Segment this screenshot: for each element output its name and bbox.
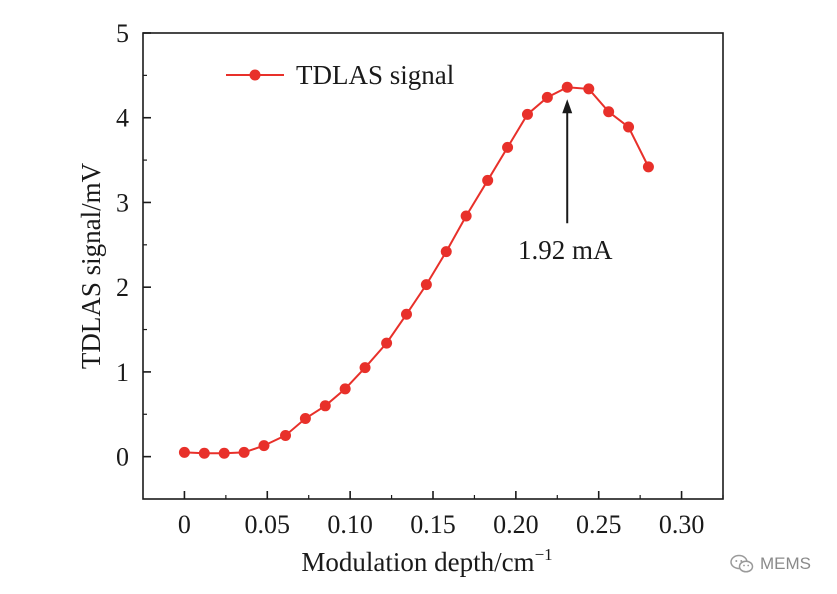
data-point [642, 161, 654, 173]
data-point [218, 447, 230, 459]
data-point [400, 308, 412, 320]
x-axis: 0 0.05 0.10 0.15 0.20 0.25 0.30 [178, 491, 724, 539]
y-tick-label: 1 [116, 358, 129, 387]
y-axis: 0 1 2 3 4 5 [116, 19, 151, 472]
data-point [502, 141, 514, 153]
series-line [184, 86, 650, 455]
data-point [319, 400, 331, 412]
watermark: MEMS [730, 554, 811, 574]
x-axis-title-main: Modulation depth/cm [301, 547, 534, 577]
x-tick-label: 0.20 [493, 510, 539, 539]
y-tick-label: 2 [116, 273, 129, 302]
x-axis-title-superscript: −1 [535, 545, 553, 564]
y-tick-label: 5 [116, 19, 129, 48]
y-tick-label: 3 [116, 188, 129, 217]
y-axis-title: TDLAS signal/mV [76, 162, 106, 369]
data-point [482, 174, 494, 186]
annotation: 1.92 mA [518, 99, 613, 265]
data-point [299, 413, 311, 425]
legend: TDLAS signal [226, 60, 454, 90]
data-point [603, 106, 615, 118]
data-point [381, 337, 393, 349]
data-point [359, 362, 371, 374]
y-tick-label: 4 [116, 104, 129, 133]
wechat-icon [730, 554, 754, 573]
legend-label: TDLAS signal [296, 60, 454, 90]
data-point [280, 429, 292, 441]
data-point [198, 447, 210, 459]
x-tick-label: 0.30 [659, 510, 705, 539]
data-point [541, 91, 553, 103]
data-point [178, 446, 190, 458]
series-layer [178, 81, 654, 459]
x-tick-label: 0.15 [410, 510, 456, 539]
watermark-text: MEMS [760, 554, 811, 573]
data-point [339, 383, 351, 395]
plot-frame [142, 32, 724, 500]
x-tick-label: 0 [178, 510, 191, 539]
y-tick-label: 0 [116, 443, 129, 472]
data-point [583, 83, 595, 95]
data-point [420, 279, 432, 291]
data-point [521, 108, 533, 120]
x-tick-label: 0.25 [576, 510, 622, 539]
data-point [460, 210, 472, 222]
data-point [561, 81, 573, 93]
data-point [258, 440, 270, 452]
legend-marker [249, 69, 261, 81]
x-tick-label: 0.05 [245, 510, 291, 539]
x-tick-label: 0.10 [327, 510, 373, 539]
data-point [623, 121, 635, 133]
data-point [238, 446, 250, 458]
annotation-arrow-head [562, 99, 573, 114]
x-axis-title: Modulation depth/cm−1 [301, 545, 552, 577]
annotation-text: 1.92 mA [518, 235, 613, 265]
data-point [440, 246, 452, 258]
